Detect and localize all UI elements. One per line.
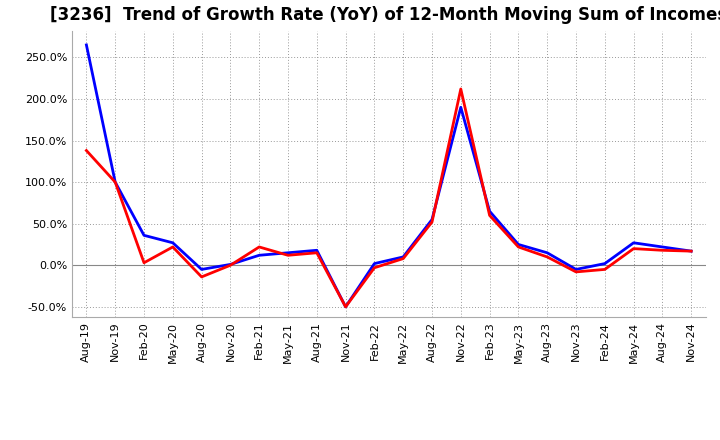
- Ordinary Income Growth Rate: [370, 261, 379, 266]
- Line: Net Income Growth Rate: Net Income Growth Rate: [86, 89, 691, 307]
- Ordinary Income Growth Rate: [312, 248, 321, 253]
- Net Income Growth Rate: [399, 256, 408, 261]
- Net Income Growth Rate: [226, 263, 235, 268]
- Net Income Growth Rate: [600, 267, 609, 272]
- Ordinary Income Growth Rate: [543, 250, 552, 256]
- Ordinary Income Growth Rate: [572, 267, 580, 272]
- Net Income Growth Rate: [140, 260, 148, 265]
- Net Income Growth Rate: [197, 274, 206, 279]
- Ordinary Income Growth Rate: [399, 254, 408, 260]
- Net Income Growth Rate: [312, 250, 321, 256]
- Ordinary Income Growth Rate: [658, 244, 667, 249]
- Net Income Growth Rate: [485, 213, 494, 218]
- Ordinary Income Growth Rate: [82, 42, 91, 48]
- Net Income Growth Rate: [428, 220, 436, 225]
- Ordinary Income Growth Rate: [255, 253, 264, 258]
- Net Income Growth Rate: [284, 253, 292, 258]
- Ordinary Income Growth Rate: [428, 217, 436, 222]
- Net Income Growth Rate: [255, 244, 264, 249]
- Ordinary Income Growth Rate: [168, 240, 177, 246]
- Title: [3236]  Trend of Growth Rate (YoY) of 12-Month Moving Sum of Incomes: [3236] Trend of Growth Rate (YoY) of 12-…: [50, 6, 720, 24]
- Net Income Growth Rate: [341, 304, 350, 309]
- Net Income Growth Rate: [658, 248, 667, 253]
- Net Income Growth Rate: [629, 246, 638, 251]
- Net Income Growth Rate: [370, 265, 379, 271]
- Net Income Growth Rate: [111, 180, 120, 185]
- Ordinary Income Growth Rate: [485, 209, 494, 214]
- Ordinary Income Growth Rate: [197, 267, 206, 272]
- Ordinary Income Growth Rate: [341, 304, 350, 309]
- Ordinary Income Growth Rate: [600, 261, 609, 266]
- Ordinary Income Growth Rate: [456, 105, 465, 110]
- Line: Ordinary Income Growth Rate: Ordinary Income Growth Rate: [86, 45, 691, 307]
- Ordinary Income Growth Rate: [687, 249, 696, 254]
- Net Income Growth Rate: [82, 148, 91, 153]
- Ordinary Income Growth Rate: [284, 250, 292, 256]
- Net Income Growth Rate: [543, 254, 552, 260]
- Net Income Growth Rate: [514, 244, 523, 249]
- Ordinary Income Growth Rate: [140, 233, 148, 238]
- Ordinary Income Growth Rate: [111, 180, 120, 185]
- Net Income Growth Rate: [168, 244, 177, 249]
- Net Income Growth Rate: [572, 269, 580, 275]
- Ordinary Income Growth Rate: [226, 262, 235, 267]
- Net Income Growth Rate: [456, 86, 465, 92]
- Net Income Growth Rate: [687, 249, 696, 254]
- Ordinary Income Growth Rate: [629, 240, 638, 246]
- Ordinary Income Growth Rate: [514, 242, 523, 247]
